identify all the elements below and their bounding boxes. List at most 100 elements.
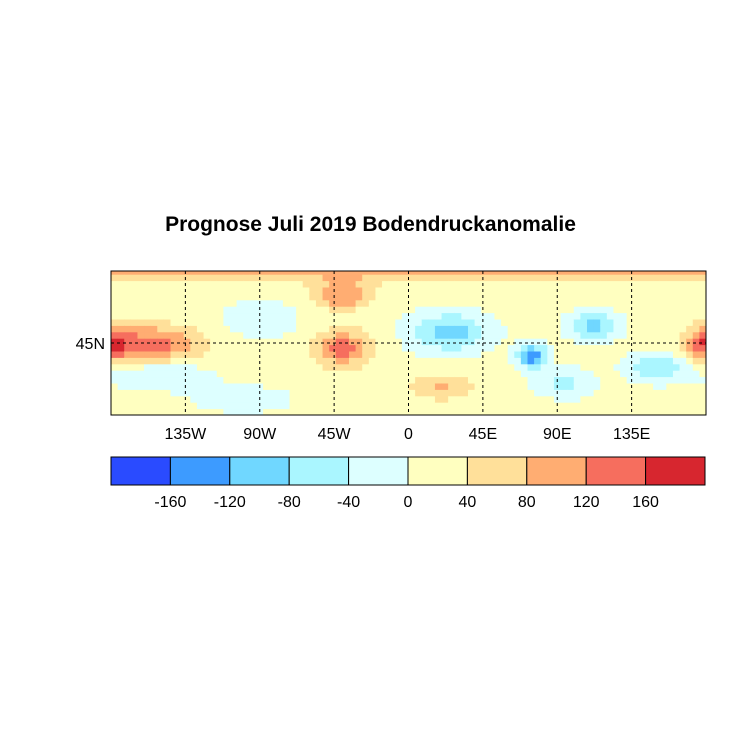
anomaly-cell (124, 376, 132, 384)
anomaly-cell (580, 344, 588, 352)
anomaly-cell (296, 325, 304, 333)
anomaly-cell (501, 363, 509, 371)
anomaly-cell (349, 351, 357, 358)
anomaly-cell (368, 389, 376, 397)
anomaly-cell (639, 280, 647, 288)
anomaly-cell (315, 338, 324, 346)
anomaly-cell (646, 287, 654, 294)
anomaly-cell (269, 271, 277, 275)
anomaly-cell (646, 312, 654, 320)
anomaly-cell (679, 408, 687, 416)
anomaly-cell (183, 402, 191, 410)
anomaly-cell (587, 351, 595, 358)
anomaly-cell (434, 271, 443, 275)
anomaly-cell (124, 395, 132, 403)
anomaly-cell (170, 312, 178, 320)
anomaly-cell (514, 402, 522, 410)
anomaly-cell (547, 383, 555, 390)
anomaly-cell (686, 306, 694, 314)
anomaly-cell (514, 338, 522, 346)
anomaly-cell (666, 274, 674, 282)
anomaly-cell (375, 408, 383, 416)
anomaly-cell (699, 312, 707, 320)
anomaly-cell (395, 383, 403, 390)
anomaly-cell (692, 370, 700, 378)
anomaly-cell (276, 319, 284, 326)
anomaly-cell (395, 357, 403, 365)
anomaly-cell (520, 331, 528, 339)
anomaly-cell (335, 357, 343, 365)
anomaly-cell (699, 363, 707, 371)
anomaly-cell (256, 325, 264, 333)
anomaly-cell (448, 383, 456, 390)
anomaly-cell (679, 351, 687, 358)
anomaly-cell (659, 395, 667, 403)
anomaly-cell (144, 331, 152, 339)
anomaly-cell (117, 299, 125, 307)
anomaly-cell (527, 376, 535, 384)
anomaly-cell (144, 395, 152, 403)
anomaly-cell (580, 299, 588, 307)
anomaly-cell (461, 351, 469, 358)
anomaly-cell (428, 280, 436, 288)
anomaly-cell (111, 363, 119, 371)
anomaly-cell (117, 331, 125, 339)
anomaly-cell (653, 402, 661, 410)
anomaly-cell (666, 351, 674, 358)
anomaly-cell (375, 338, 383, 346)
anomaly-cell (593, 280, 601, 288)
anomaly-cell (692, 293, 700, 301)
anomaly-cell (699, 325, 707, 333)
anomaly-cell (269, 287, 277, 294)
anomaly-cell (190, 357, 198, 365)
anomaly-cell (296, 395, 304, 403)
anomaly-cell (190, 363, 198, 371)
anomaly-cell (653, 331, 661, 339)
anomaly-cell (639, 402, 647, 410)
anomaly-cell (573, 408, 581, 416)
anomaly-cell (190, 351, 198, 358)
anomaly-cell (395, 370, 403, 378)
anomaly-cell (150, 363, 158, 371)
anomaly-cell (243, 383, 251, 390)
anomaly-cell (223, 287, 231, 294)
anomaly-cell (653, 325, 661, 333)
anomaly-cell (289, 319, 297, 326)
anomaly-cell (382, 271, 390, 275)
anomaly-cell (289, 395, 297, 403)
anomaly-cell (230, 271, 238, 275)
anomaly-cell (527, 383, 535, 390)
anomaly-cell (527, 274, 535, 282)
anomaly-cell (428, 287, 436, 294)
anomaly-cell (534, 370, 542, 378)
anomaly-cell (362, 293, 370, 301)
anomaly-cell (560, 293, 568, 301)
anomaly-cell (547, 306, 555, 314)
anomaly-cell (236, 389, 244, 397)
anomaly-cell (335, 287, 343, 294)
anomaly-cell (203, 274, 211, 282)
anomaly-cell (481, 376, 489, 384)
anomaly-cell (573, 271, 581, 275)
anomaly-cell (474, 299, 482, 307)
anomaly-cell (236, 299, 244, 307)
anomaly-cell (315, 299, 324, 307)
anomaly-cell (130, 376, 138, 384)
anomaly-cell (692, 344, 700, 352)
anomaly-cell (124, 293, 132, 301)
anomaly-cell (150, 344, 158, 352)
anomaly-cell (249, 351, 257, 358)
anomaly-cell (659, 389, 667, 397)
anomaly-cell (686, 312, 694, 320)
anomaly-cell (699, 293, 707, 301)
anomaly-cell (382, 325, 390, 333)
anomaly-cell (560, 319, 568, 326)
anomaly-cell (646, 299, 654, 307)
anomaly-cell (329, 402, 337, 410)
anomaly-cell (639, 344, 647, 352)
anomaly-cell (534, 357, 542, 365)
anomaly-cell (177, 383, 185, 390)
anomaly-cell (190, 376, 198, 384)
anomaly-cell (296, 271, 304, 275)
anomaly-cell (223, 344, 231, 352)
